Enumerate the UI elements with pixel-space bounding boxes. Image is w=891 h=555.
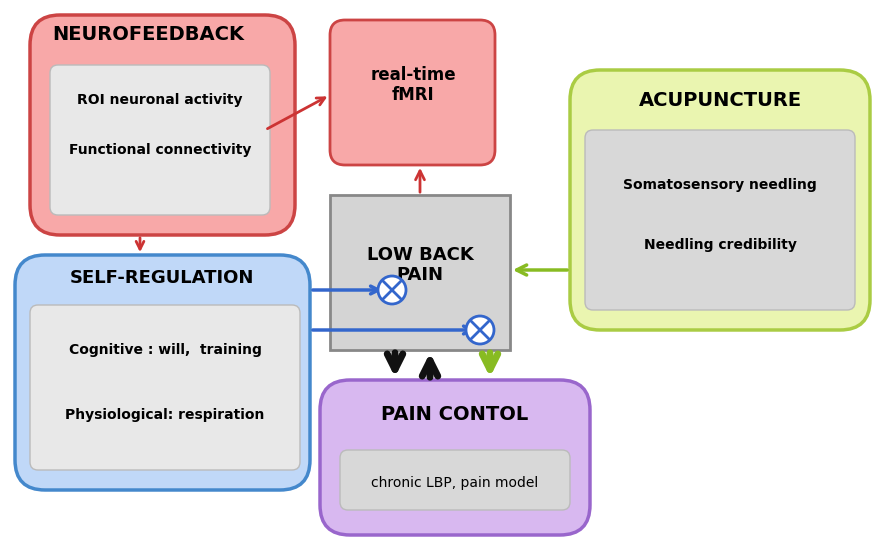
Text: chronic LBP, pain model: chronic LBP, pain model (372, 476, 539, 490)
Text: PAIN CONTOL: PAIN CONTOL (381, 406, 528, 425)
FancyBboxPatch shape (340, 450, 570, 510)
Text: real-time
fMRI: real-time fMRI (370, 65, 456, 104)
Circle shape (466, 316, 494, 344)
Bar (330, 195, 510, 350)
Text: Somatosensory needling: Somatosensory needling (623, 178, 817, 192)
FancyBboxPatch shape (15, 255, 310, 490)
FancyArrowPatch shape (388, 353, 403, 370)
Text: NEUROFEEDBACK: NEUROFEEDBACK (52, 26, 244, 44)
FancyBboxPatch shape (50, 65, 270, 215)
FancyBboxPatch shape (570, 70, 870, 330)
FancyArrowPatch shape (313, 326, 471, 334)
FancyBboxPatch shape (30, 305, 300, 470)
Text: LOW BACK
PAIN: LOW BACK PAIN (366, 246, 473, 284)
Text: Functional connectivity: Functional connectivity (69, 143, 251, 157)
Text: SELF-REGULATION: SELF-REGULATION (69, 269, 254, 287)
Circle shape (378, 276, 406, 304)
FancyArrowPatch shape (415, 171, 424, 192)
FancyArrowPatch shape (517, 265, 568, 275)
FancyArrowPatch shape (482, 353, 498, 370)
FancyBboxPatch shape (30, 15, 295, 235)
Text: Needling credibility: Needling credibility (643, 238, 797, 252)
FancyArrowPatch shape (422, 361, 437, 377)
Text: Physiological: respiration: Physiological: respiration (65, 408, 265, 422)
FancyArrowPatch shape (313, 286, 379, 294)
FancyBboxPatch shape (320, 380, 590, 535)
Text: ACUPUNCTURE: ACUPUNCTURE (639, 90, 802, 109)
FancyBboxPatch shape (330, 20, 495, 165)
FancyArrowPatch shape (136, 238, 143, 249)
FancyBboxPatch shape (585, 130, 855, 310)
FancyArrowPatch shape (267, 98, 325, 129)
Text: ROI neuronal activity: ROI neuronal activity (78, 93, 242, 107)
Text: Cognitive : will,  training: Cognitive : will, training (69, 343, 261, 357)
